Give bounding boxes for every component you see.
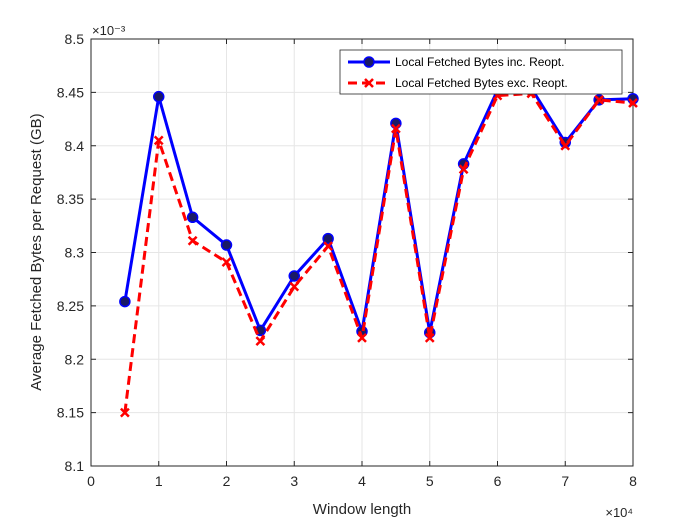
data-point-marker — [119, 295, 131, 308]
y-tick-label: 8.25 — [57, 298, 84, 314]
y-tick-label: 8.15 — [57, 405, 84, 421]
data-point-marker — [153, 135, 164, 146]
x-exponent-label: ×10⁴ — [605, 505, 633, 520]
data-point-marker — [323, 241, 334, 251]
legend-label-series-1: Local Fetched Bytes inc. Reopt. — [395, 55, 564, 69]
data-point-marker — [390, 123, 401, 134]
data-point-marker — [119, 407, 130, 418]
y-tick-label: 8.45 — [57, 84, 84, 100]
y-tick-label: 8.5 — [65, 31, 85, 47]
x-tick-label: 6 — [494, 473, 502, 489]
data-point-marker — [288, 270, 300, 282]
data-point-marker — [628, 98, 638, 108]
series-2 — [119, 88, 638, 418]
data-point-marker — [186, 211, 199, 224]
legend-marker-series-1 — [363, 56, 375, 68]
data-point-marker — [187, 235, 198, 246]
data-point-marker — [289, 281, 300, 292]
data-point-marker — [594, 94, 605, 105]
data-point-marker — [357, 333, 367, 343]
data-point-marker — [560, 140, 571, 151]
x-tick-label: 0 — [87, 473, 95, 489]
data-point-marker — [322, 232, 334, 245]
series-layer — [119, 82, 639, 418]
y-tick-label: 8.3 — [65, 245, 85, 261]
x-tick-label: 2 — [223, 473, 231, 489]
x-tick-label: 3 — [290, 473, 298, 489]
x-tick-label: 8 — [629, 473, 637, 489]
x-tick-label: 5 — [426, 473, 434, 489]
y-tick-label: 8.4 — [65, 138, 85, 154]
y-tick-label: 8.1 — [65, 458, 85, 474]
y-tick-labels: 8.1 8.15 8.2 8.25 8.3 8.35 8.4 8.45 8.5 — [57, 31, 84, 474]
x-axis-label: Window length — [313, 501, 411, 518]
y-exponent-label: ×10⁻³ — [92, 23, 126, 38]
legend-box — [339, 49, 623, 95]
legend-label-series-2: Local Fetched Bytes exc. Reopt. — [395, 76, 568, 90]
x-tick-label: 7 — [561, 473, 569, 489]
data-point-marker — [255, 336, 266, 346]
data-point-marker — [220, 239, 233, 251]
y-axis-label: Average Fetched Bytes per Request (GB) — [28, 113, 45, 390]
y-tick-label: 8.2 — [65, 351, 85, 367]
y-tick-label: 8.35 — [57, 191, 84, 207]
x-tick-label: 1 — [155, 473, 163, 489]
plot-frame — [90, 38, 634, 467]
x-tick-label: 4 — [358, 473, 366, 489]
data-point-marker — [221, 257, 232, 267]
series-line-2 — [123, 91, 634, 413]
data-point-marker — [153, 90, 165, 103]
x-tick-labels: 0 1 2 3 4 5 6 7 8 — [87, 473, 637, 489]
legend-marker-series-2 — [364, 78, 374, 88]
legend: Local Fetched Bytes inc. Reopt. Local Fe… — [339, 49, 623, 95]
data-point-marker — [458, 164, 469, 175]
data-point-marker — [424, 333, 435, 343]
